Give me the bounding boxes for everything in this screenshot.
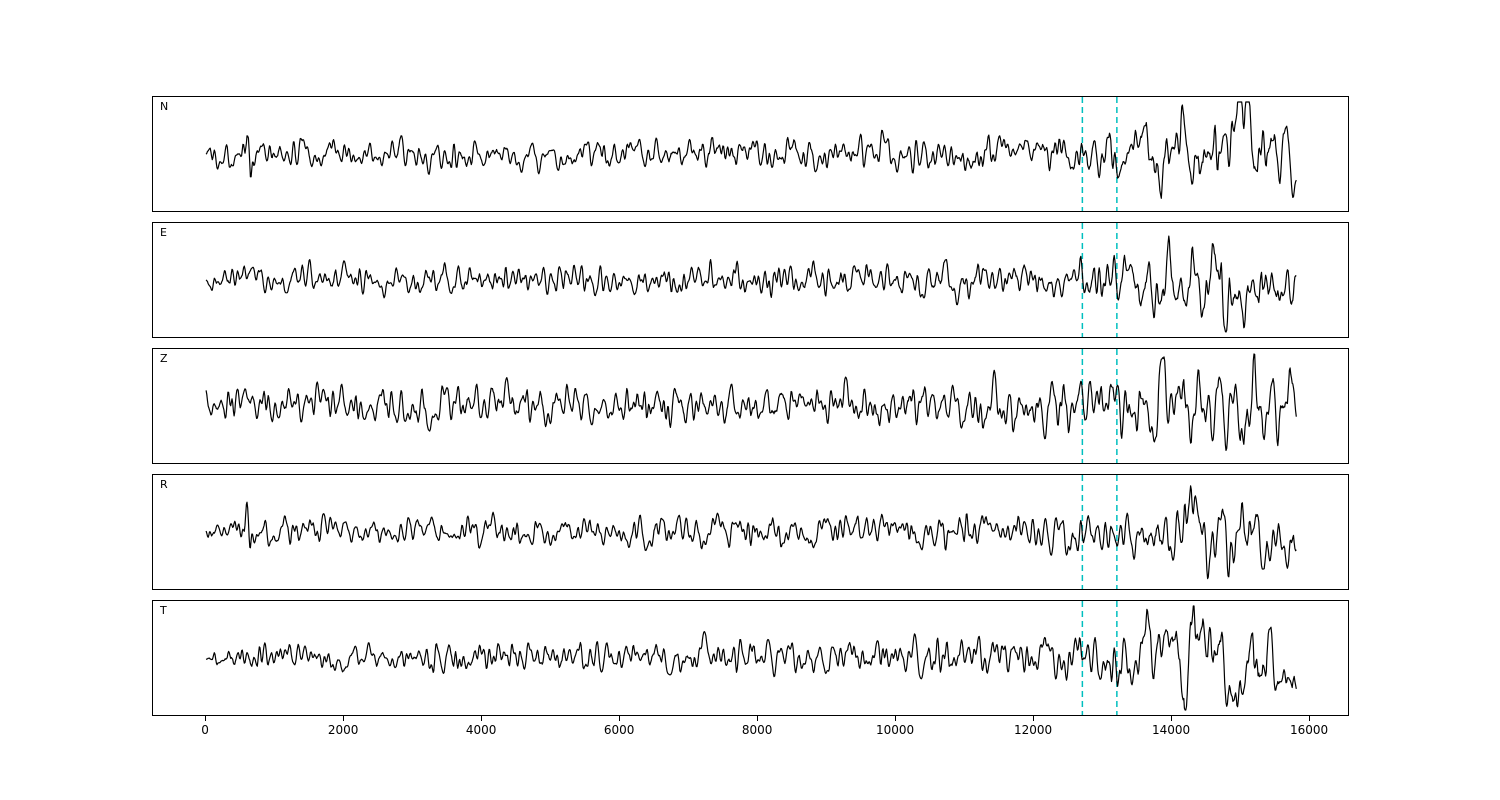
x-tick-mark bbox=[895, 716, 897, 721]
waveform-t bbox=[205, 601, 1297, 715]
x-tick-label: 6000 bbox=[603, 723, 635, 737]
x-tick-label: 14000 bbox=[1152, 723, 1191, 737]
trace-panel-n: N bbox=[152, 96, 1349, 212]
x-tick-mark bbox=[1171, 716, 1173, 721]
waveform-e bbox=[205, 223, 1297, 337]
x-tick-label: 2000 bbox=[327, 723, 359, 737]
waveform-path bbox=[205, 235, 1297, 333]
trace-panel-t: T bbox=[152, 600, 1349, 716]
waveform-n bbox=[205, 97, 1297, 211]
trace-panel-r: R bbox=[152, 474, 1349, 590]
x-tick-mark bbox=[619, 716, 621, 721]
x-tick-mark bbox=[757, 716, 759, 721]
trace-label-t: T bbox=[160, 604, 167, 617]
waveform-path bbox=[205, 101, 1297, 199]
trace-label-e: E bbox=[160, 226, 167, 239]
trace-label-n: N bbox=[160, 100, 169, 113]
x-tick-mark bbox=[343, 716, 345, 721]
waveform-r bbox=[205, 475, 1297, 589]
x-tick-label: 16000 bbox=[1290, 723, 1329, 737]
waveform-path bbox=[205, 353, 1297, 451]
x-tick-label: 10000 bbox=[876, 723, 915, 737]
x-tick-label: 12000 bbox=[1014, 723, 1053, 737]
x-tick-mark bbox=[481, 716, 483, 721]
waveform-path bbox=[205, 605, 1297, 711]
x-tick-mark bbox=[1309, 716, 1311, 721]
x-tick-label: 0 bbox=[201, 723, 209, 737]
waveform-path bbox=[205, 485, 1297, 580]
trace-label-r: R bbox=[160, 478, 168, 491]
trace-label-z: Z bbox=[160, 352, 168, 365]
x-tick-label: 4000 bbox=[465, 723, 497, 737]
x-tick-mark bbox=[1033, 716, 1035, 721]
trace-panel-z: Z bbox=[152, 348, 1349, 464]
trace-panel-e: E bbox=[152, 222, 1349, 338]
waveform-z bbox=[205, 349, 1297, 463]
x-tick-mark bbox=[205, 716, 207, 721]
x-tick-label: 8000 bbox=[741, 723, 773, 737]
